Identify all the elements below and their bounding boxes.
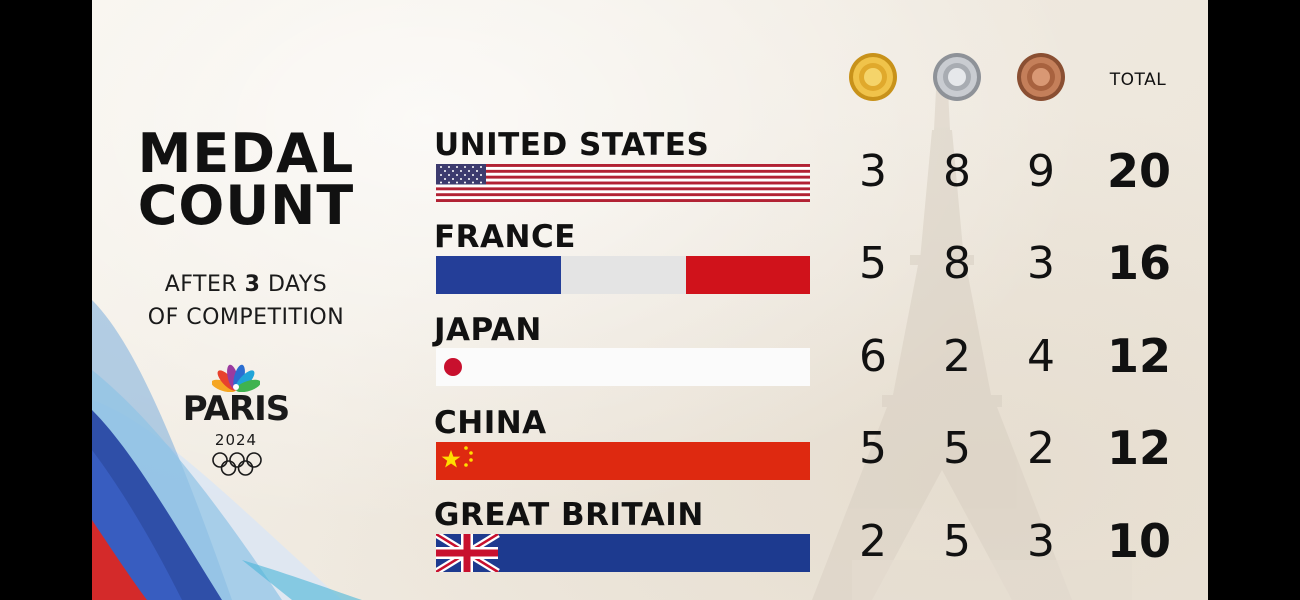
usa-flag-icon xyxy=(436,164,810,202)
subtitle: AFTER 3 DAYS OF COMPETITION xyxy=(92,268,400,334)
gold-count: 6 xyxy=(859,331,887,382)
silver-medal-icon xyxy=(933,53,981,101)
bronze-count: 3 xyxy=(1027,516,1055,567)
total-count: 12 xyxy=(1106,421,1171,475)
days-count: 3 xyxy=(244,272,261,297)
paris-logo-text: PARIS xyxy=(182,389,290,429)
subtitle-days: DAYS xyxy=(260,272,328,297)
country-name: FRANCE xyxy=(434,219,576,255)
japan-flag-icon xyxy=(436,348,810,386)
bronze-medal-icon xyxy=(1017,53,1065,101)
medal-count-graphic: MEDAL COUNT AFTER 3 DAYS OF COMPETITION … xyxy=(92,0,1208,600)
tricolor-brush-stroke xyxy=(92,300,362,600)
letterbox-left xyxy=(0,0,92,600)
gold-count: 5 xyxy=(859,238,887,289)
silver-count: 8 xyxy=(943,238,971,289)
total-count: 12 xyxy=(1106,329,1171,383)
subtitle-line-2: OF COMPETITION xyxy=(147,305,345,330)
france-flag-icon xyxy=(436,256,810,294)
total-count: 20 xyxy=(1106,144,1171,198)
silver-count: 2 xyxy=(943,331,971,382)
total-count: 10 xyxy=(1106,514,1171,568)
country-name: GREAT BRITAIN xyxy=(434,497,704,533)
bronze-count: 9 xyxy=(1027,146,1055,197)
silver-count: 5 xyxy=(943,516,971,567)
gold-medal-icon xyxy=(849,53,897,101)
silver-count: 5 xyxy=(943,423,971,474)
china-flag-icon xyxy=(436,442,810,480)
bronze-count: 3 xyxy=(1027,238,1055,289)
bronze-count: 2 xyxy=(1027,423,1055,474)
gold-count: 3 xyxy=(859,146,887,197)
peacock-icon xyxy=(212,364,260,392)
silver-count: 8 xyxy=(943,146,971,197)
country-name: UNITED STATES xyxy=(434,127,710,163)
page-title: MEDAL COUNT xyxy=(137,122,355,237)
year-logo-text: 2024 xyxy=(214,431,258,449)
gold-count: 2 xyxy=(859,516,887,567)
gold-count: 5 xyxy=(859,423,887,474)
total-column-header: TOTAL xyxy=(1109,70,1167,90)
bronze-count: 4 xyxy=(1027,331,1055,382)
country-name: CHINA xyxy=(434,405,547,441)
country-name: JAPAN xyxy=(434,312,542,348)
letterbox-right xyxy=(1208,0,1300,600)
eiffel-tower-watermark xyxy=(812,70,1132,600)
total-count: 16 xyxy=(1106,236,1171,290)
olympic-rings-icon xyxy=(212,452,262,476)
great-britain-flag-icon xyxy=(436,534,810,572)
subtitle-prefix: AFTER xyxy=(164,272,245,297)
